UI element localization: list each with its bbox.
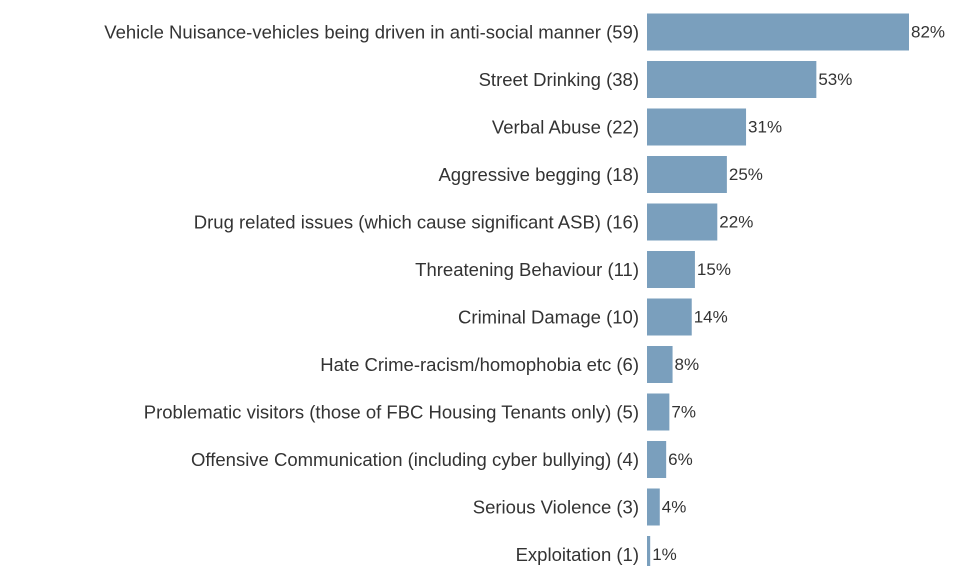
category-label: Offensive Communication (including cyber… [191, 449, 639, 470]
bar [647, 108, 747, 146]
value-label: 1% [652, 545, 677, 564]
category-label: Vehicle Nuisance-vehicles being driven i… [104, 22, 639, 43]
bar [647, 393, 670, 431]
value-label: 53% [818, 70, 852, 89]
value-label: 82% [911, 23, 945, 42]
bar [647, 156, 727, 193]
value-label: 15% [697, 260, 731, 279]
category-label: Aggressive begging (18) [438, 164, 639, 185]
category-label: Hate Crime-racism/homophobia etc (6) [320, 354, 639, 375]
value-label: 4% [662, 498, 687, 517]
category-label: Exploitation (1) [516, 544, 639, 565]
bar [647, 441, 667, 478]
category-label: Criminal Damage (10) [458, 307, 639, 328]
value-label: 31% [748, 118, 782, 137]
category-label: Verbal Abuse (22) [492, 117, 639, 138]
bar [647, 251, 695, 288]
bar [647, 203, 718, 241]
bar [647, 61, 817, 98]
bar [647, 346, 673, 383]
value-label: 7% [671, 403, 696, 422]
category-label: Drug related issues (which cause signifi… [194, 212, 639, 233]
bar [647, 488, 660, 526]
value-label: 6% [668, 450, 693, 469]
bar [647, 536, 651, 566]
bar [647, 13, 909, 51]
value-label: 22% [719, 213, 753, 232]
bars-layer: Vehicle Nuisance-vehicles being driven i… [104, 13, 945, 566]
value-label: 14% [694, 308, 728, 327]
category-label: Serious Violence (3) [473, 497, 639, 518]
category-label: Problematic visitors (those of FBC Housi… [144, 402, 639, 423]
bar [647, 298, 692, 336]
category-label: Street Drinking (38) [479, 69, 639, 90]
category-label: Threatening Behaviour (11) [415, 259, 639, 280]
value-label: 8% [675, 355, 700, 374]
value-label: 25% [729, 165, 763, 184]
